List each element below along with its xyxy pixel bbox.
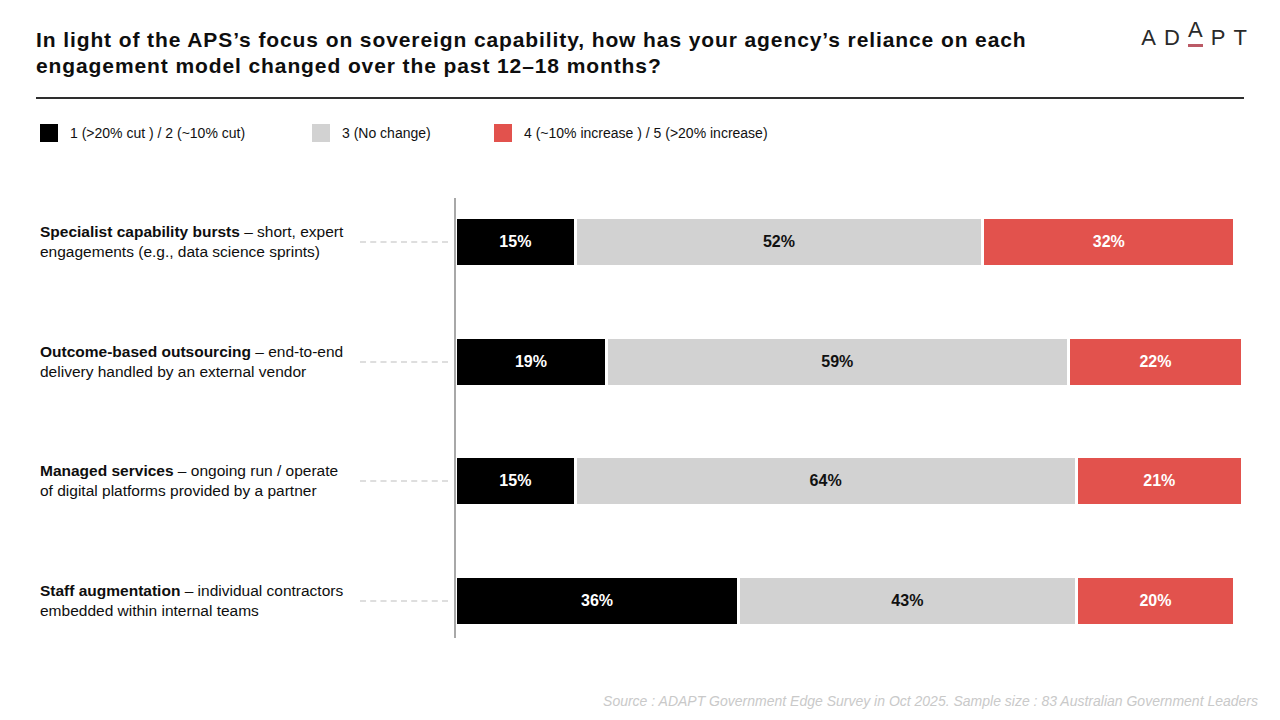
bar-segment: 64% <box>577 458 1075 504</box>
stacked-bar: 15%64%21% <box>457 458 1241 504</box>
label-connector-line <box>360 361 448 363</box>
category-label: Managed services – ongoing run / operate… <box>40 461 350 501</box>
bar-segment: 22% <box>1070 339 1241 385</box>
category-label: Outcome-based outsourcing – end-to-end d… <box>40 342 350 382</box>
bar-segment: 36% <box>457 578 737 624</box>
category-name: Outcome-based outsourcing <box>40 343 251 360</box>
bar-segment: 19% <box>457 339 605 385</box>
category-label: Specialist capability bursts – short, ex… <box>40 222 350 262</box>
stacked-bar-chart: Specialist capability bursts – short, ex… <box>0 0 1280 720</box>
stacked-bar: 15%52%32% <box>457 219 1233 265</box>
label-connector-line <box>360 480 448 482</box>
category-name: Managed services <box>40 462 174 479</box>
bar-segment: 15% <box>457 219 574 265</box>
bar-segment: 43% <box>740 578 1075 624</box>
label-connector-line <box>360 600 448 602</box>
chart-row: Staff augmentation – individual contract… <box>0 578 1280 624</box>
chart-row: Specialist capability bursts – short, ex… <box>0 219 1280 265</box>
source-note: Source : ADAPT Government Edge Survey in… <box>603 693 1258 709</box>
bar-segment: 32% <box>984 219 1233 265</box>
bar-segment: 59% <box>608 339 1067 385</box>
category-label: Staff augmentation – individual contract… <box>40 581 350 621</box>
bar-segment: 20% <box>1078 578 1234 624</box>
stacked-bar: 36%43%20% <box>457 578 1233 624</box>
bar-segment: 15% <box>457 458 574 504</box>
chart-row: Outcome-based outsourcing – end-to-end d… <box>0 339 1280 385</box>
category-name: Specialist capability bursts <box>40 223 240 240</box>
bar-segment: 52% <box>577 219 982 265</box>
stacked-bar: 19%59%22% <box>457 339 1241 385</box>
category-name: Staff augmentation <box>40 582 180 599</box>
bar-segment: 21% <box>1078 458 1241 504</box>
label-connector-line <box>360 241 448 243</box>
chart-row: Managed services – ongoing run / operate… <box>0 458 1280 504</box>
